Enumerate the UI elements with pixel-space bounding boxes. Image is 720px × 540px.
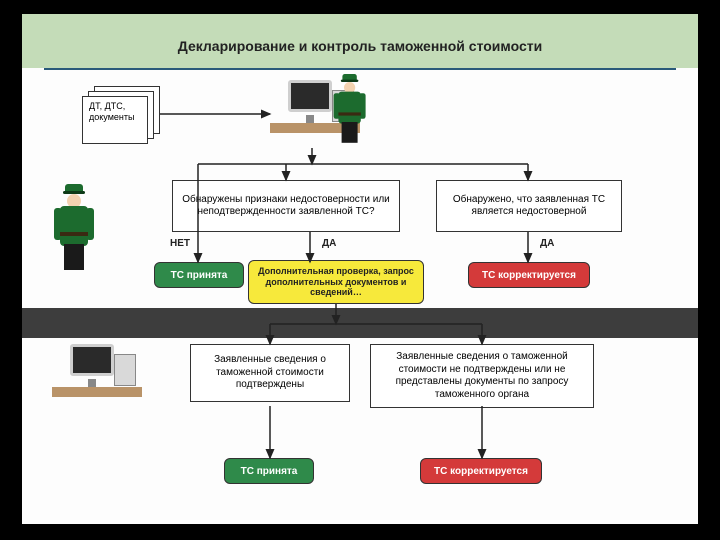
decision-signs-of-unreliability: Обнаружены признаки недостоверности или … xyxy=(172,180,400,232)
diagram-canvas: Декларирование и контроль таможенной сто… xyxy=(22,14,698,524)
documents-label: ДТ, ДТС, документы xyxy=(82,96,148,144)
terminal-corrected: ТС корректируется xyxy=(468,262,590,288)
label-no: НЕТ xyxy=(170,238,190,249)
process-additional-check: Дополнительная проверка, запрос дополнит… xyxy=(248,260,424,304)
header-rule xyxy=(44,68,676,70)
node-confirmed: Заявленные сведения о таможенной стоимос… xyxy=(190,344,350,402)
label-yes: ДА xyxy=(322,238,336,249)
terminal-accepted: ТС принята xyxy=(224,458,314,484)
terminal-corrected: ТС корректируется xyxy=(420,458,542,484)
desktop-computer-icon xyxy=(52,344,142,414)
background-bar xyxy=(22,308,698,338)
customs-officer-icon xyxy=(52,184,96,274)
label-yes: ДА xyxy=(540,238,554,249)
decision-declared-value-unreliable: Обнаружено, что заявленная ТС является н… xyxy=(436,180,622,232)
diagram-title: Декларирование и контроль таможенной сто… xyxy=(22,38,698,54)
documents-stack-icon: ДТ, ДТС, документы xyxy=(82,86,160,144)
customs-officer-icon xyxy=(332,74,367,146)
terminal-accepted: ТС принята xyxy=(154,262,244,288)
node-not-confirmed: Заявленные сведения о таможенной стоимос… xyxy=(370,344,594,408)
